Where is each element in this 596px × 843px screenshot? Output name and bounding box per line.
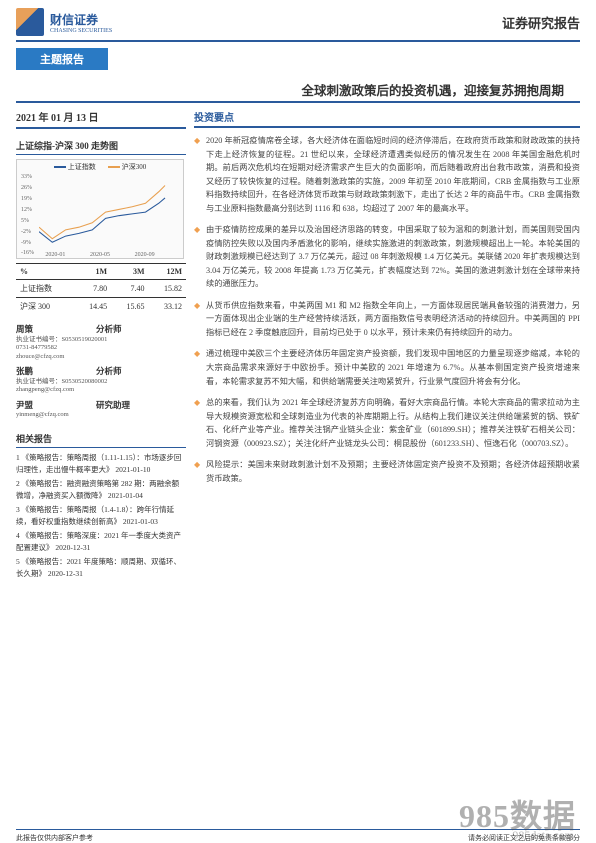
table-row: 沪深 300 14.45 15.65 33.12 [16, 298, 186, 316]
chart-legend: 上证指数 沪深300 [17, 160, 183, 174]
bullet-item: 风险提示：美国未来财政刺激计划不及预期；主要经济体固定资产投资不及预期；各经济体… [194, 458, 580, 485]
analyst-role-3: 研究助理 [96, 400, 130, 410]
related-item: 4 《策略报告：策略深度：2021 年一季度大类资产配置建议》 2020-12-… [16, 530, 186, 554]
analyst-email-1: zhouce@cfzq.com [16, 353, 186, 361]
title-bar: 全球刺激政策后的投资机遇，迎接复苏拥抱周期 [16, 76, 580, 103]
logo-section: 财信证券 CHASING SECURITIES [16, 8, 112, 36]
sub-header: 主题报告 [0, 42, 596, 76]
category-tag: 主题报告 [16, 48, 108, 70]
logo-text: 财信证券 CHASING SECURITIES [50, 11, 112, 34]
related-item: 5 《策略报告：2021 年度策略：顺周期、双循环、长久期》 2020-12-3… [16, 556, 186, 580]
logo-cn: 财信证券 [50, 11, 112, 28]
related-reports-list: 1 《策略报告：策略周报（1.11-1.15）：市场逐步回归理性，走出慢牛概率更… [16, 452, 186, 580]
analyst-cert-2: 执业证书编号：S0530520080002 [16, 378, 186, 386]
th-1m: 1M [74, 264, 111, 280]
chart-plot-area: 33% 26% 19% 12% 5% -2% -9% -16% [21, 174, 179, 252]
analyst-role-2: 分析师 [96, 366, 122, 376]
analyst-role-1: 分析师 [96, 324, 122, 334]
chart-title: 上证综指-沪深 300 走势图 [16, 135, 186, 155]
th-label: % [16, 264, 74, 280]
bullet-item: 由于疫情防控成果的差异以及治国经济思路的转变，中国采取了较为温和的刺激计划，而美… [194, 223, 580, 291]
analyst-name-2: 张鹏 [16, 365, 96, 378]
analyst-email-3: yinmeng@cfzq.com [16, 411, 186, 419]
document-type: 证券研究报告 [502, 13, 580, 32]
watermark-sub: 985data.com [512, 828, 574, 843]
related-item: 1 《策略报告：策略周报（1.11-1.15）：市场逐步回归理性，走出慢牛概率更… [16, 452, 186, 476]
performance-table: % 1M 3M 12M 上证指数 7.80 7.40 15.82 沪深 300 … [16, 263, 186, 315]
legend-1: 上证指数 [68, 162, 96, 172]
x-axis: 2020-01 2020-05 2020-09 [17, 252, 183, 258]
company-logo-icon [16, 8, 44, 36]
summary-bullets: 2020 年新冠疫情席卷全球，各大经济体在面临短时间的经济停滞后，在政府货币政策… [194, 134, 580, 485]
left-column: 2021 年 01 月 13 日 上证综指-沪深 300 走势图 上证指数 沪深… [16, 103, 186, 582]
bullet-item: 总的来看，我们认为 2021 年全球经济复苏方向明确，看好大宗商品行情。本轮大宗… [194, 396, 580, 450]
bullet-item: 从货币供应指数来看，中美两国 M1 和 M2 指数全年向上，一方面体现居民端具备… [194, 299, 580, 340]
bullet-item: 通过梳理中美欧三个主要经济体历年固定资产投资额，我们发现中国地区的力量呈现逐步缩… [194, 347, 580, 388]
analyst-name-1: 周策 [16, 323, 96, 336]
analyst-email-2: zhangpeng@cfzq.com [16, 386, 186, 394]
legend-2: 沪深300 [122, 162, 147, 172]
analyst-block: 周策分析师 执业证书编号：S0530519020001 0731-8477958… [16, 323, 186, 420]
logo-en: CHASING SECURITIES [50, 28, 112, 34]
page-header: 财信证券 CHASING SECURITIES 证券研究报告 [0, 0, 596, 40]
content-area: 2021 年 01 月 13 日 上证综指-沪深 300 走势图 上证指数 沪深… [0, 103, 596, 582]
analyst-name-3: 尹盟 [16, 399, 96, 412]
bullet-item: 2020 年新冠疫情席卷全球，各大经济体在面临短时间的经济停滞后，在政府货币政策… [194, 134, 580, 215]
right-column: 投资要点 2020 年新冠疫情席卷全球，各大经济体在面临短时间的经济停滞后，在政… [194, 103, 580, 582]
th-12m: 12M [149, 264, 186, 280]
table-row: 上证指数 7.80 7.40 15.82 [16, 280, 186, 298]
report-date: 2021 年 01 月 13 日 [16, 103, 186, 129]
related-item: 3 《策略报告：策略周报（1.4-1.8）：跨年行情延续，看好权重指数继续创新高… [16, 504, 186, 528]
main-title: 全球刺激政策后的投资机遇，迎接复苏拥抱周期 [301, 80, 564, 99]
performance-chart: 上证指数 沪深300 33% 26% 19% 12% 5% -2% -9% -1… [16, 159, 184, 259]
related-item: 2 《策略报告：融资融资策略第 282 期：两融余额微增，净融资买入额微降》 2… [16, 478, 186, 502]
th-3m: 3M [111, 264, 148, 280]
analyst-phone-1: 0731-84779582 [16, 344, 186, 352]
related-title: 相关报告 [16, 428, 186, 448]
summary-title: 投资要点 [194, 103, 580, 128]
footer-left: 此报告仅供内部客户参考 [16, 833, 93, 843]
analyst-cert-1: 执业证书编号：S0530519020001 [16, 336, 186, 344]
